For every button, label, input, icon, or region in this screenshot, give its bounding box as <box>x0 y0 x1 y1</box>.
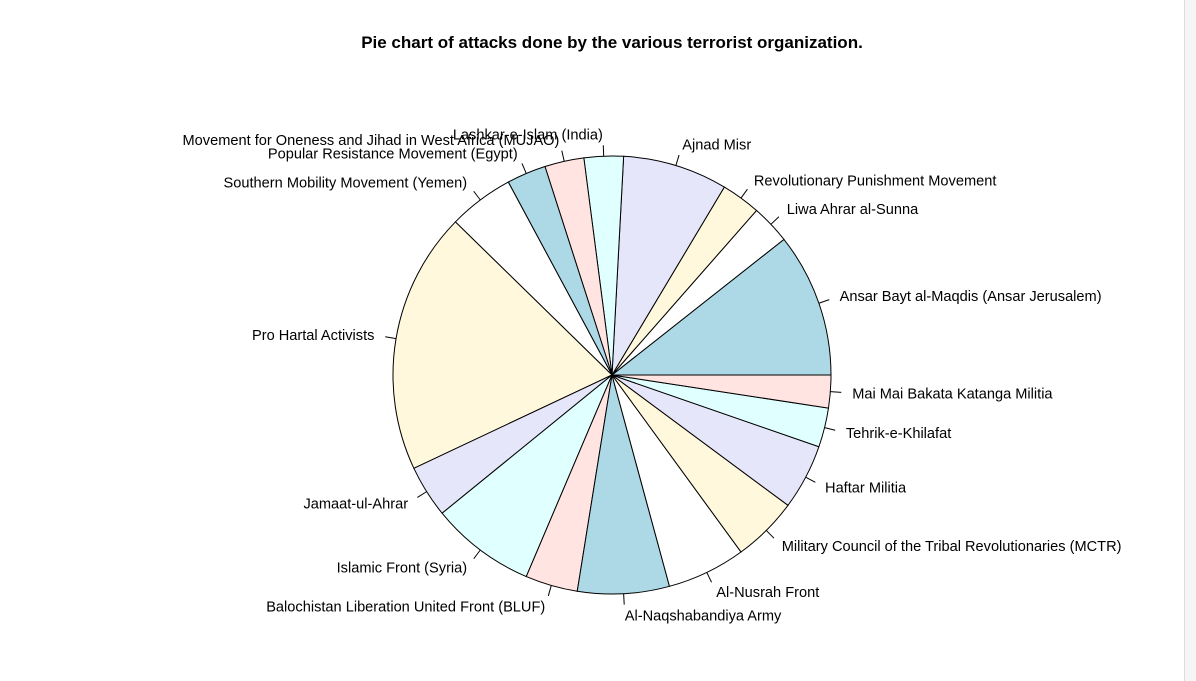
label-tick-military-council-of-the-tribal-revolutionaries-mctr <box>765 530 775 539</box>
slice-label-mai-mai-bakata-katanga-militia: Mai Mai Bakata Katanga Militia <box>852 386 1053 402</box>
pie-slice-pro-hartal-activists <box>392 221 613 469</box>
label-tick-popular-resistance-movement-egypt <box>521 163 527 174</box>
slice-label-lashkar-e-islam-india: Lashkar-e-Islam (India) <box>453 127 603 143</box>
slice-label-military-council-of-the-tribal-revolutionaries-mctr: Military Council of the Tribal Revolutio… <box>782 539 1122 555</box>
pie-slice-ansar-bayt-al-maqdis-ansar-jerusalem <box>610 238 832 376</box>
slice-label-movement-for-oneness-and-jihad-in-west-africa-mujao: Movement for Oneness and Jihad in West A… <box>183 133 560 149</box>
slice-label-al-nusrah-front: Al-Nusrah Front <box>716 585 819 601</box>
label-tick-haftar-militia <box>805 476 816 483</box>
label-tick-pro-hartal-activists <box>385 336 397 340</box>
slice-label-haftar-militia: Haftar Militia <box>825 480 907 496</box>
label-tick-al-naqshabandiya-army <box>623 593 625 605</box>
label-tick-movement-for-oneness-and-jihad-in-west-africa-mujao <box>561 150 565 162</box>
label-tick-balochistan-liberation-united-front-bluf <box>547 585 552 597</box>
pie-slice-ajnad-misr <box>611 155 726 376</box>
pie-slice-islamic-front-syria <box>441 374 613 578</box>
slice-label-al-naqshabandiya-army: Al-Naqshabandiya Army <box>625 609 782 625</box>
label-tick-mai-mai-bakata-katanga-militia <box>830 391 842 393</box>
slice-label-tehrik-e-khilafat: Tehrik-e-Khilafat <box>846 426 951 442</box>
pie-slice-mai-mai-bakata-katanga-militia <box>611 374 832 409</box>
label-tick-islamic-front-syria <box>473 549 481 560</box>
scrollbar[interactable] <box>1184 0 1196 681</box>
slice-label-balochistan-liberation-united-front-bluf: Balochistan Liberation United Front (BLU… <box>266 599 545 615</box>
slice-label-pro-hartal-activists: Pro Hartal Activists <box>252 328 374 344</box>
label-tick-ajnad-misr <box>675 154 680 166</box>
label-tick-liwa-ahrar-al-sunna <box>770 216 780 225</box>
labels-group: Ansar Bayt al-Maqdis (Ansar Jerusalem) Li… <box>183 127 1122 624</box>
slices-group <box>392 155 832 595</box>
chart-title: Pie chart of attacks done by the various… <box>361 33 863 52</box>
label-tick-revolutionary-punishment-movement <box>740 188 748 199</box>
label-tick-jamaat-ul-ahrar <box>417 491 427 498</box>
label-tick-tehrik-e-khilafat <box>824 427 836 431</box>
slice-label-southern-mobility-movement-yemen: Southern Mobility Movement (Yemen) <box>224 176 468 192</box>
slice-label-islamic-front-syria: Islamic Front (Syria) <box>337 561 468 577</box>
label-ticks-group <box>385 145 842 605</box>
slice-label-ansar-bayt-al-maqdis-ansar-jerusalem: Ansar Bayt al-Maqdis (Ansar Jerusalem) <box>840 289 1102 305</box>
slice-label-jamaat-ul-ahrar: Jamaat-ul-Ahrar <box>303 496 408 512</box>
slice-label-liwa-ahrar-al-sunna: Liwa Ahrar al-Sunna <box>787 202 919 218</box>
label-tick-southern-mobility-movement-yemen <box>473 190 481 201</box>
slice-label-popular-resistance-movement-egypt: Popular Resistance Movement (Egypt) <box>268 146 518 162</box>
label-tick-ansar-bayt-al-maqdis-ansar-jerusalem <box>818 299 830 304</box>
label-tick-al-nusrah-front <box>706 572 713 583</box>
slice-label-revolutionary-punishment-movement: Revolutionary Punishment Movement <box>754 173 997 189</box>
slice-label-ajnad-misr: Ajnad Misr <box>682 138 751 154</box>
